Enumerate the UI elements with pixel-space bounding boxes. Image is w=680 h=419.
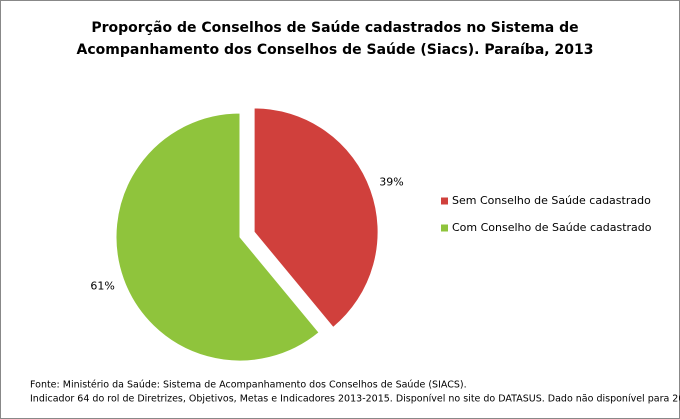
footnote: Fonte: Ministério da Saúde: Sistema de A… (30, 380, 467, 391)
footnote: Indicador 64 do rol de Diretrizes, Objet… (30, 394, 680, 405)
pie-slice (115, 112, 320, 362)
legend-label: Sem Conselho de Saúde cadastrado (452, 194, 651, 207)
legend-swatch (441, 224, 448, 232)
chart-title: Proporção de Conselhos de Saúde cadastra… (91, 20, 578, 36)
legend-label: Com Conselho de Saúde cadastrado (452, 221, 652, 234)
pie-slice (253, 107, 379, 329)
legend-swatch (441, 197, 448, 205)
chart-title: Acompanhamento dos Conselhos de Saúde (S… (77, 42, 594, 58)
data-label: 61% (90, 279, 114, 292)
data-label: 39% (379, 175, 403, 188)
